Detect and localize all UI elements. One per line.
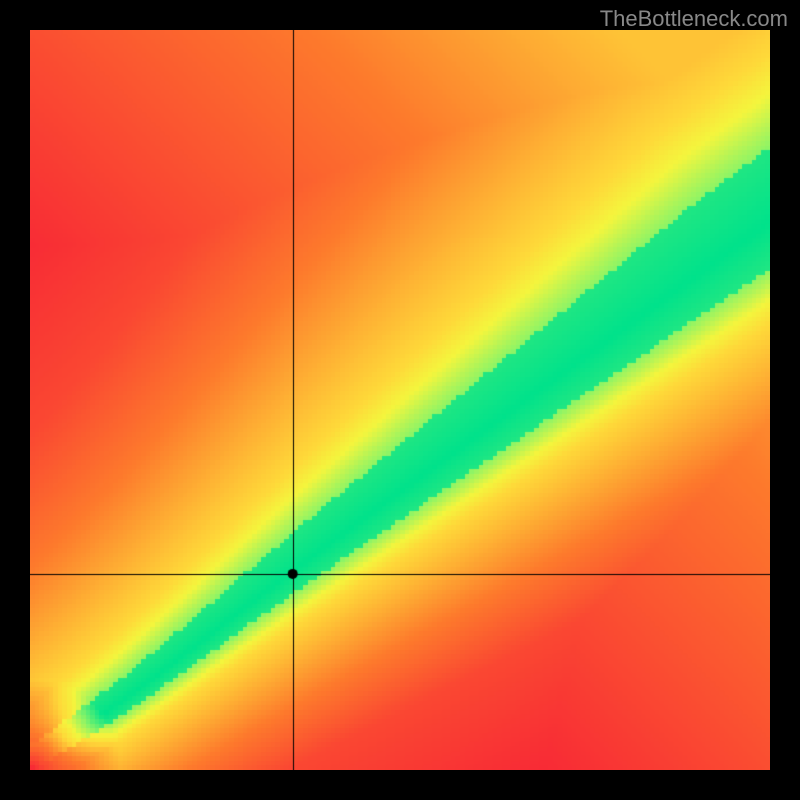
bottleneck-heatmap [30,30,770,770]
watermark-text: TheBottleneck.com [600,6,788,32]
chart-container: TheBottleneck.com [0,0,800,800]
